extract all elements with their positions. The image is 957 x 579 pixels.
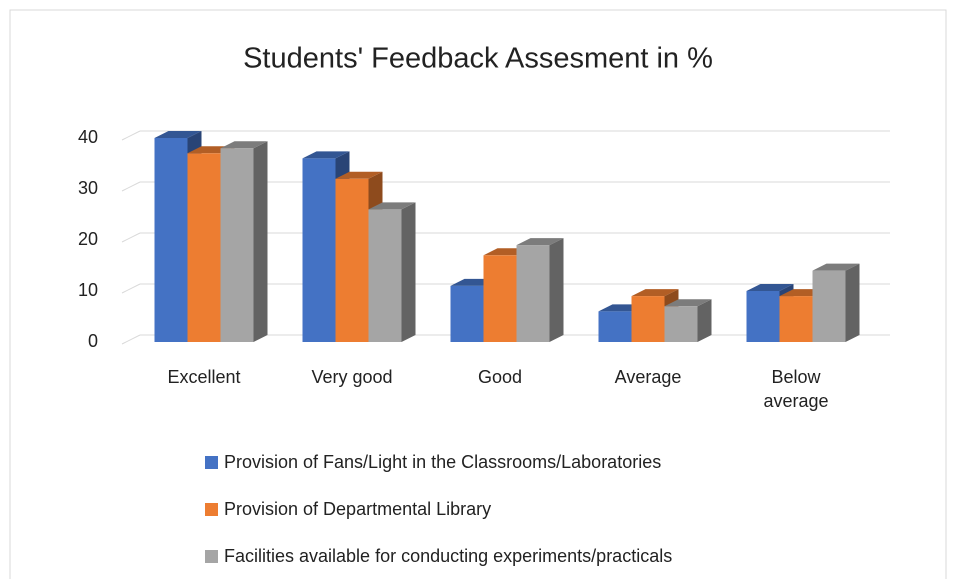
grid-line-front: [121, 283, 141, 294]
bar: [483, 255, 517, 342]
bar-side: [845, 263, 860, 342]
x-tick-label: Average: [614, 367, 682, 387]
y-tick-label: 10: [78, 280, 98, 300]
bar-top: [302, 151, 350, 159]
bar-top: [812, 263, 860, 271]
bar: [302, 158, 336, 342]
y-tick-label: 40: [78, 127, 98, 147]
bar-side: [549, 238, 564, 342]
bar: [746, 291, 780, 342]
bar-top: [516, 238, 564, 246]
legend-swatch: [205, 503, 218, 516]
bar: [368, 209, 402, 342]
x-tick-label: Excellent: [167, 367, 241, 387]
grid-line-front: [121, 232, 141, 243]
bar-top: [631, 289, 679, 297]
bar: [187, 153, 221, 342]
bar-side: [401, 202, 416, 342]
bar: [664, 306, 698, 342]
legend-label: Provision of Fans/Light in the Classroom…: [224, 452, 661, 472]
bar-side: [697, 299, 712, 342]
y-tick-label: 0: [88, 331, 98, 351]
x-tick-label: Good: [477, 367, 523, 387]
x-tick-label: Very good: [311, 367, 393, 387]
bar: [631, 296, 665, 342]
legend-label: Provision of Departmental Library: [224, 499, 491, 519]
bar: [335, 178, 369, 342]
chart-title: Students' Feedback Assesment in %: [243, 43, 713, 75]
bar: [220, 148, 254, 342]
x-tick-label: Below average: [763, 367, 829, 411]
legend-label: Facilities available for conducting expe…: [224, 546, 672, 566]
grid-line-front: [121, 334, 141, 345]
y-tick-label: 20: [78, 229, 98, 249]
bar: [154, 138, 188, 342]
legend-swatch: [205, 456, 218, 469]
bar-top: [335, 171, 383, 179]
bar: [450, 285, 484, 342]
bar: [812, 270, 846, 342]
bar-top: [154, 131, 202, 138]
bar: [779, 296, 813, 342]
bar: [598, 311, 632, 342]
bar-top: [746, 284, 794, 291]
legend-swatch: [205, 550, 218, 563]
bar-top: [664, 299, 712, 307]
grid-line-front: [121, 130, 141, 141]
bar-top: [368, 202, 416, 210]
bar-side: [253, 141, 268, 342]
bar: [516, 245, 550, 342]
bar-top: [220, 141, 268, 149]
grid-line-front: [121, 181, 141, 192]
y-tick-label: 30: [78, 178, 98, 198]
